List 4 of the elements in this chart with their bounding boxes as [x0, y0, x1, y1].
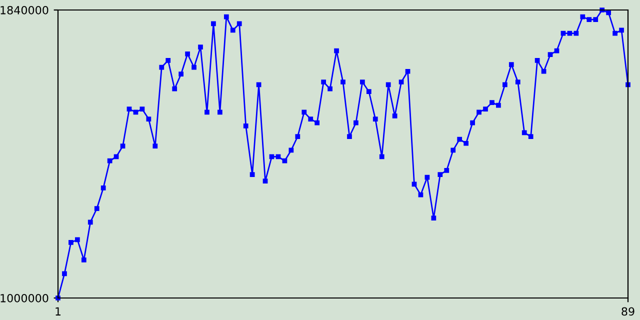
y-tick-label: 1840000	[0, 6, 48, 14]
x-tick-label: 89	[622, 307, 634, 316]
x-tick-label: 1	[56, 307, 61, 316]
y-tick-label: 1000000	[0, 294, 48, 302]
